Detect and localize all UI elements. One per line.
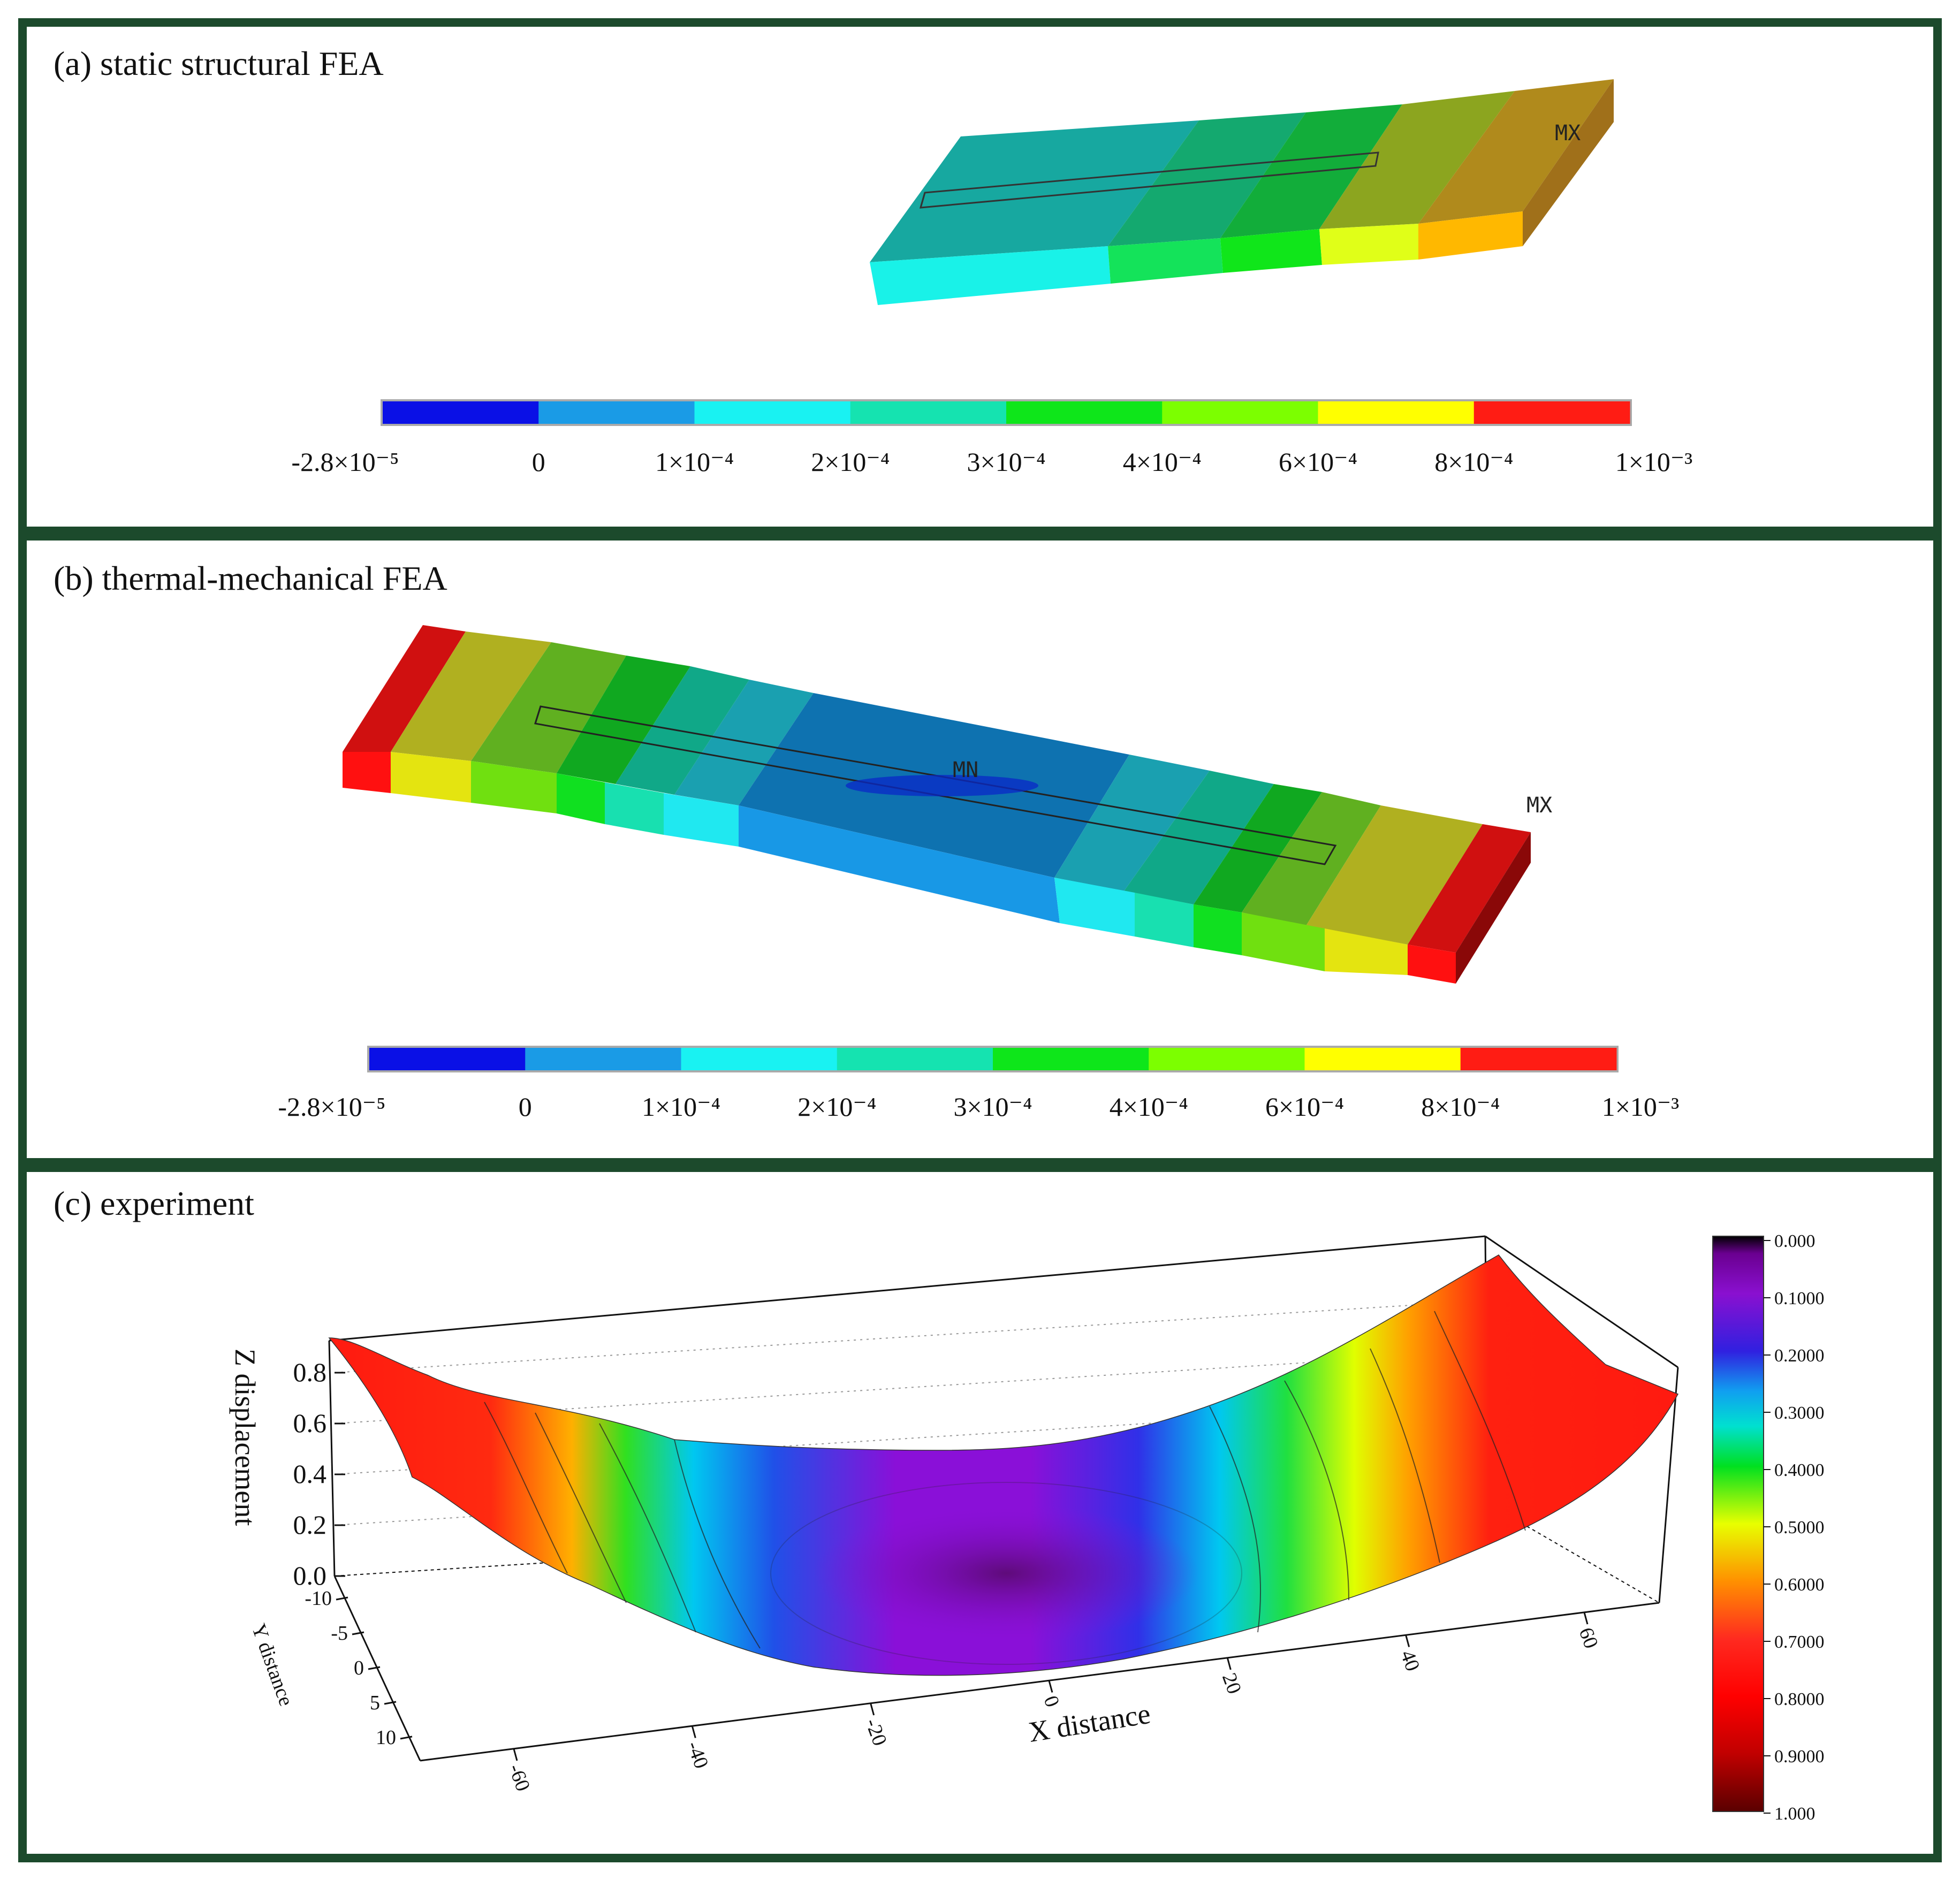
colorbar-segment [369, 1048, 526, 1070]
colorbar-c-tick-label: 0.9000 [1774, 1747, 1825, 1767]
colorbar-segment [525, 1048, 681, 1070]
x-tick-label: 0 [1039, 1693, 1064, 1710]
z-tick-label: 0.4 [293, 1459, 327, 1489]
panel-c-title: (c) experiment [54, 1184, 254, 1222]
panel-b-max-marker: MX [1526, 793, 1552, 818]
colorbar-tick-label: 6×10⁻⁴ [1265, 1092, 1344, 1122]
colorbar-tick-label: 3×10⁻⁴ [953, 1092, 1032, 1122]
x-tick-label: 20 [1218, 1670, 1245, 1697]
x-tick-label: 40 [1396, 1647, 1424, 1674]
x-tick-label: -40 [682, 1738, 713, 1771]
colorbar-segment [1149, 1048, 1305, 1070]
panel-c-colorbar [1712, 1236, 1764, 1812]
colorbar-c-tick-label: 0.1000 [1774, 1289, 1825, 1308]
panel-c-y-axis: -10 -5 05 10 [305, 1587, 413, 1749]
panel-a-title: (a) static structural FEA [54, 44, 384, 82]
colorbar-segment [850, 401, 1007, 424]
colorbar-tick-label: 6×10⁻⁴ [1279, 447, 1357, 477]
panel-a-colorbar: -2.8×10⁻⁵ 0 1×10⁻⁴ 2×10⁻⁴ 3×10⁻⁴ 4×10⁻⁴ 6×10⁻⁴… [291, 399, 1692, 477]
colorbar-tick-label: 0 [519, 1092, 532, 1122]
z-tick-label: 0.6 [293, 1408, 327, 1438]
z-tick-label: 0.8 [293, 1357, 327, 1387]
colorbar-tick-label: 1×10⁻³ [1602, 1092, 1680, 1122]
y-axis-label: Y distance [247, 1621, 298, 1709]
z-axis-label: Z displacement [229, 1349, 261, 1526]
y-tick-label: -10 [305, 1587, 332, 1610]
colorbar-c-tick-label: 0.5000 [1774, 1518, 1825, 1538]
colorbar-tick-label: 4×10⁻⁴ [1110, 1092, 1188, 1122]
x-tick-label: -60 [504, 1761, 535, 1794]
panel-c-colorbar-gradient [1712, 1236, 1764, 1812]
colorbar-segment [1460, 1048, 1617, 1070]
y-tick-label: 5 [370, 1692, 380, 1714]
colorbar-tick-label: 2×10⁻⁴ [797, 1092, 876, 1122]
y-tick-label: -5 [331, 1622, 348, 1645]
panel-c-z-axis: 0.0 0.2 0.4 0.6 0.8 [293, 1357, 345, 1590]
colorbar-c-tick-label: 0.7000 [1774, 1632, 1825, 1652]
panel-b-beam [343, 625, 1531, 984]
colorbar-c-tick-label: 0.8000 [1774, 1689, 1825, 1709]
z-tick-label: 0.2 [293, 1510, 327, 1540]
colorbar-tick-label: -2.8×10⁻⁵ [278, 1092, 385, 1122]
colorbar-segment [1318, 401, 1475, 424]
panel-b-colorbar: -2.8×10⁻⁵ 0 1×10⁻⁴ 2×10⁻⁴ 3×10⁻⁴ 4×10⁻⁴ 6×10⁻⁴… [278, 1046, 1679, 1122]
colorbar-c-tick-label: 0.4000 [1774, 1460, 1825, 1480]
colorbar-c-tick-label: 0.6000 [1774, 1575, 1825, 1595]
panel-c-colorbar-ticks: 0.000 0.1000 0.2000 0.3000 0.4000 0.5000 0.600… [1764, 1231, 1825, 1824]
colorbar-tick-label: 3×10⁻⁴ [967, 447, 1045, 477]
colorbar-c-tick-label: 1.000 [1774, 1804, 1815, 1824]
panel-a-beam [870, 79, 1614, 305]
panel-b-title: (b) thermal-mechanical FEA [54, 559, 447, 597]
colorbar-segment [837, 1048, 993, 1070]
x-tick-label: 60 [1575, 1625, 1602, 1651]
panel-b-min-marker: MN [953, 758, 978, 782]
panel-a-max-marker: MX [1555, 121, 1581, 146]
colorbar-c-tick-label: 0.3000 [1774, 1403, 1825, 1423]
colorbar-tick-label: 2×10⁻⁴ [811, 447, 890, 477]
panel-c-surface [328, 1254, 1679, 1676]
colorbar-segment [1473, 401, 1630, 424]
colorbar-tick-label: 8×10⁻⁴ [1434, 447, 1513, 477]
colorbar-segment [1006, 401, 1163, 424]
colorbar-segment [993, 1048, 1149, 1070]
colorbar-tick-label: 1×10⁻⁴ [642, 1092, 720, 1122]
colorbar-c-tick-label: 0.000 [1774, 1231, 1815, 1251]
panel-a-frame [18, 18, 1942, 535]
z-tick-label: 0.0 [293, 1561, 327, 1590]
panel-b-frame [18, 532, 1942, 1167]
colorbar-tick-label: 1×10⁻³ [1615, 447, 1693, 477]
colorbar-tick-label: 1×10⁻⁴ [655, 447, 734, 477]
panel-c-frame [18, 1163, 1942, 1862]
colorbar-segment [681, 1048, 838, 1070]
colorbar-tick-label: -2.8×10⁻⁵ [291, 447, 399, 477]
colorbar-segment [1304, 1048, 1461, 1070]
colorbar-tick-label: 4×10⁻⁴ [1123, 447, 1202, 477]
colorbar-tick-label: 8×10⁻⁴ [1421, 1092, 1500, 1122]
colorbar-segment [538, 401, 695, 424]
colorbar-tick-label: 0 [532, 447, 545, 477]
colorbar-segment [383, 401, 539, 424]
y-tick-label: 10 [376, 1726, 396, 1749]
y-tick-label: 0 [354, 1657, 364, 1679]
colorbar-c-tick-label: 0.2000 [1774, 1346, 1825, 1366]
colorbar-segment [694, 401, 851, 424]
x-tick-label: -20 [861, 1716, 891, 1749]
colorbar-segment [1162, 401, 1318, 424]
